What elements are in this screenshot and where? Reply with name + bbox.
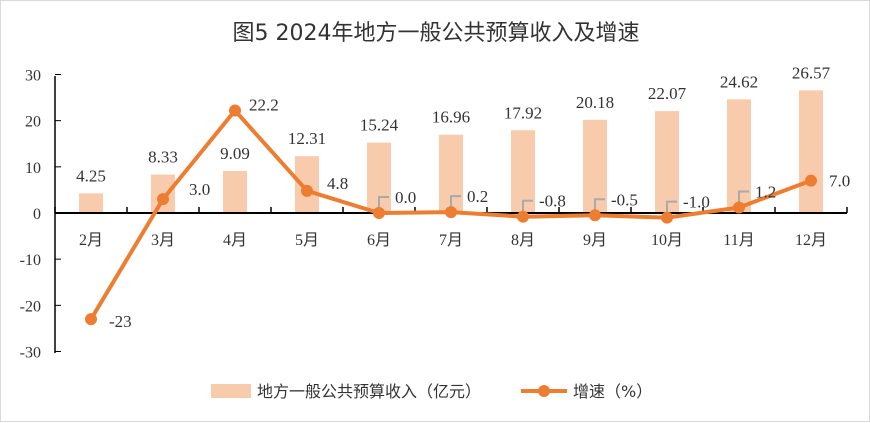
legend-bar-label: 地方一般公共预算收入（亿元） <box>257 382 481 401</box>
x-tick-label: 12月 <box>795 232 827 249</box>
y-tick-label: 10 <box>25 160 41 177</box>
bar-label: 20.18 <box>576 93 614 112</box>
bar <box>655 111 679 213</box>
growth-point <box>229 104 241 117</box>
growth-point <box>589 209 601 222</box>
growth-point <box>517 210 529 223</box>
y-tick-label: 30 <box>25 68 41 85</box>
x-tick-label: 2月 <box>79 232 103 249</box>
growth-point <box>373 207 385 219</box>
bar-label: 22.07 <box>648 84 687 103</box>
x-tick-label: 6月 <box>367 232 391 249</box>
bar-label: 17.92 <box>504 103 542 122</box>
growth-point <box>301 184 313 197</box>
bar-label: 24.62 <box>720 72 758 91</box>
bar-label: 15.24 <box>360 116 399 135</box>
growth-label: -0.5 <box>611 190 638 209</box>
growth-point <box>85 313 97 326</box>
bar <box>583 119 607 213</box>
growth-label: -0.8 <box>539 192 566 211</box>
bar-label: 4.25 <box>76 166 106 185</box>
bar <box>511 130 535 213</box>
bar <box>223 171 247 213</box>
growth-point <box>805 174 817 187</box>
growth-label: -23 <box>109 312 132 331</box>
x-tick-label: 4月 <box>223 232 247 249</box>
growth-point <box>445 206 457 219</box>
legend-bar-swatch <box>211 384 251 398</box>
bar <box>799 90 823 213</box>
x-tick-label: 11月 <box>723 232 754 249</box>
growth-label: 22.2 <box>249 96 279 115</box>
x-tick-label: 7月 <box>439 232 463 249</box>
growth-label: 4.8 <box>327 174 348 193</box>
growth-label: 0.0 <box>395 188 416 207</box>
y-tick-label: -30 <box>20 345 41 362</box>
legend-line-label: 增速（%） <box>573 382 652 401</box>
y-tick-label: 0 <box>33 206 41 223</box>
growth-label: 1.2 <box>755 182 776 201</box>
bar-label: 16.96 <box>432 108 470 127</box>
bar-label: 12.31 <box>288 129 326 148</box>
bar <box>79 193 103 213</box>
chart-title: 图5 2024年地方一般公共预算收入及增速 <box>232 21 640 46</box>
x-tick-label: 9月 <box>583 232 607 249</box>
bar <box>295 156 319 213</box>
x-tick-label: 3月 <box>151 232 175 249</box>
y-tick-label: 20 <box>25 114 41 131</box>
growth-label: 7.0 <box>829 172 850 191</box>
y-tick-label: -20 <box>20 298 41 315</box>
bar-label: 8.33 <box>148 148 178 167</box>
x-tick-label: 5月 <box>295 232 319 249</box>
bar-label: 9.09 <box>220 144 250 163</box>
x-tick-label: 8月 <box>511 232 535 249</box>
growth-label: -1.0 <box>683 193 710 212</box>
growth-point <box>157 193 169 206</box>
y-tick-label: -10 <box>20 252 41 269</box>
growth-label: 0.2 <box>467 187 488 206</box>
growth-point <box>661 211 673 224</box>
bar-label: 26.57 <box>792 63 831 82</box>
legend-line-marker <box>538 385 550 397</box>
growth-label: 3.0 <box>189 180 210 199</box>
x-tick-label: 10月 <box>651 232 683 249</box>
growth-point <box>733 201 745 214</box>
